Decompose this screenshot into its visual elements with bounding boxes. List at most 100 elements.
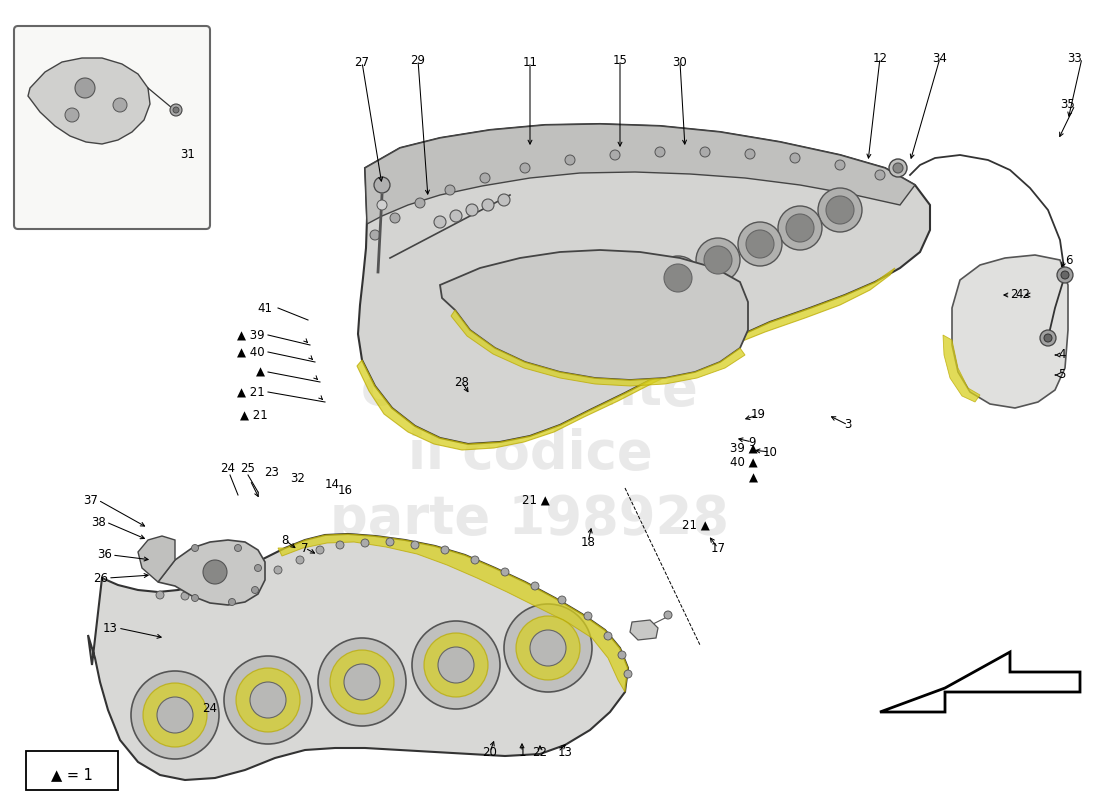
- Circle shape: [696, 238, 740, 282]
- Circle shape: [504, 604, 592, 692]
- Text: 35: 35: [1060, 98, 1075, 111]
- Circle shape: [173, 107, 179, 113]
- Circle shape: [446, 185, 455, 195]
- Circle shape: [745, 149, 755, 159]
- Text: 16: 16: [338, 483, 352, 497]
- Circle shape: [182, 592, 189, 600]
- Circle shape: [412, 621, 500, 709]
- Circle shape: [471, 556, 478, 564]
- Circle shape: [424, 633, 488, 697]
- Circle shape: [250, 682, 286, 718]
- Text: 2: 2: [1010, 289, 1018, 302]
- Polygon shape: [358, 124, 930, 444]
- Circle shape: [191, 594, 198, 602]
- Polygon shape: [952, 255, 1068, 408]
- Text: 33: 33: [1067, 51, 1082, 65]
- Text: 24: 24: [202, 702, 218, 714]
- Text: 21 ▲: 21 ▲: [682, 518, 710, 531]
- Circle shape: [441, 546, 449, 554]
- Circle shape: [143, 683, 207, 747]
- Circle shape: [558, 596, 566, 604]
- Circle shape: [654, 147, 666, 157]
- Text: 11: 11: [522, 55, 538, 69]
- Circle shape: [434, 216, 446, 228]
- Circle shape: [370, 230, 379, 240]
- Polygon shape: [28, 58, 150, 144]
- Text: 18: 18: [581, 535, 595, 549]
- Circle shape: [344, 664, 380, 700]
- FancyBboxPatch shape: [14, 26, 210, 229]
- Text: 17: 17: [711, 542, 726, 554]
- Circle shape: [778, 206, 822, 250]
- Text: 30: 30: [672, 55, 688, 69]
- Text: ▲ 39: ▲ 39: [238, 329, 265, 342]
- Text: 36: 36: [97, 549, 112, 562]
- Circle shape: [113, 98, 127, 112]
- Circle shape: [746, 230, 774, 258]
- Circle shape: [229, 598, 235, 606]
- Text: 7: 7: [301, 542, 309, 554]
- Circle shape: [252, 586, 258, 594]
- Text: 32: 32: [290, 471, 306, 485]
- Circle shape: [874, 170, 886, 180]
- Text: 4: 4: [1058, 349, 1066, 362]
- Circle shape: [330, 650, 394, 714]
- Circle shape: [75, 78, 95, 98]
- Text: 10: 10: [762, 446, 778, 458]
- Text: 38: 38: [91, 515, 106, 529]
- Circle shape: [1040, 330, 1056, 346]
- Text: 12: 12: [872, 51, 888, 65]
- Text: ▲ = 1: ▲ = 1: [51, 767, 92, 782]
- Text: 9: 9: [748, 435, 756, 449]
- FancyBboxPatch shape: [26, 751, 118, 790]
- Circle shape: [818, 188, 862, 232]
- Text: 14: 14: [324, 478, 340, 491]
- Text: ▲: ▲: [749, 471, 758, 485]
- Polygon shape: [138, 536, 175, 582]
- Circle shape: [700, 147, 710, 157]
- Circle shape: [786, 214, 814, 242]
- Text: 31: 31: [180, 149, 195, 162]
- Circle shape: [618, 651, 626, 659]
- Polygon shape: [358, 268, 895, 450]
- Text: ▲ 40: ▲ 40: [238, 346, 265, 358]
- Circle shape: [274, 566, 282, 574]
- Circle shape: [826, 196, 854, 224]
- Text: 39 ▲: 39 ▲: [730, 442, 758, 454]
- Text: 1: 1: [518, 746, 526, 758]
- Text: 20: 20: [483, 746, 497, 758]
- Circle shape: [231, 586, 239, 594]
- Circle shape: [224, 656, 312, 744]
- Circle shape: [377, 200, 387, 210]
- Polygon shape: [365, 124, 915, 224]
- Text: ▲: ▲: [256, 366, 265, 378]
- Text: 34: 34: [933, 51, 947, 65]
- Circle shape: [738, 222, 782, 266]
- Circle shape: [482, 199, 494, 211]
- Text: 27: 27: [354, 55, 370, 69]
- Circle shape: [1057, 267, 1072, 283]
- Circle shape: [530, 630, 566, 666]
- Circle shape: [835, 160, 845, 170]
- Text: 37: 37: [84, 494, 98, 506]
- Circle shape: [254, 565, 262, 571]
- Polygon shape: [88, 534, 628, 780]
- Circle shape: [206, 594, 214, 602]
- Text: 13: 13: [103, 622, 118, 634]
- Circle shape: [390, 213, 400, 223]
- Text: 19: 19: [750, 409, 766, 422]
- Text: 41: 41: [257, 302, 272, 314]
- Circle shape: [498, 194, 510, 206]
- Circle shape: [204, 560, 227, 584]
- Text: 8: 8: [282, 534, 288, 546]
- Circle shape: [386, 538, 394, 546]
- Circle shape: [361, 539, 368, 547]
- Circle shape: [254, 576, 262, 584]
- Circle shape: [624, 670, 632, 678]
- Circle shape: [604, 632, 612, 640]
- Circle shape: [296, 556, 304, 564]
- Circle shape: [1062, 271, 1069, 279]
- Circle shape: [704, 246, 732, 274]
- Text: 5: 5: [1058, 369, 1066, 382]
- Text: 3: 3: [845, 418, 851, 431]
